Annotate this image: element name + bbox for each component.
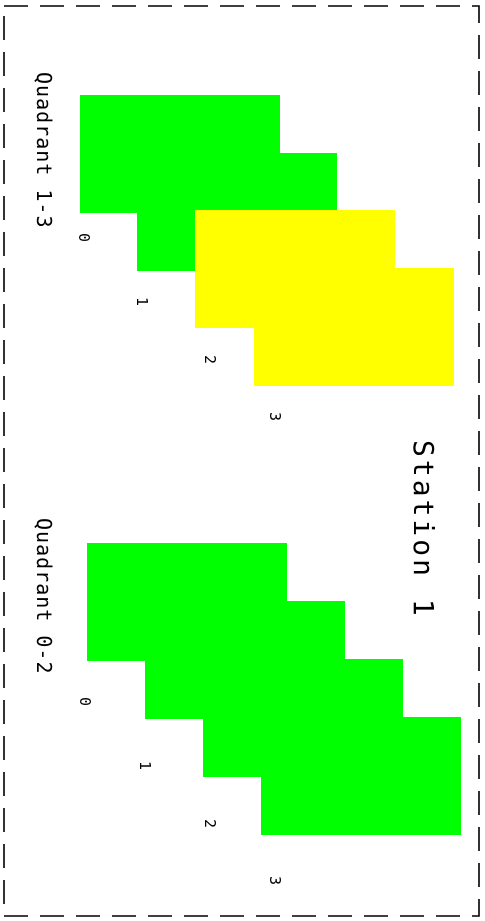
chamber-block-3: [254, 268, 454, 386]
chamber-index-label: 3: [266, 876, 284, 885]
chamber-block-3: [261, 717, 461, 835]
quadrant-group-0-2: Quadrant 0-2 0 1 2 3: [32, 518, 461, 885]
chamber-index-label: 0: [75, 233, 93, 242]
chamber-group: [80, 95, 454, 386]
chamber-index-label: 2: [201, 819, 219, 828]
quadrant-label: Quadrant 1-3: [32, 72, 56, 229]
chamber-group: [87, 543, 461, 835]
chamber-index-label: 2: [201, 355, 219, 364]
chamber-index-label: 1: [136, 761, 154, 770]
quadrant-group-1-3: Quadrant 1-3 0 1 2 3: [32, 72, 454, 421]
chamber-index-label: 0: [76, 697, 94, 706]
chamber-index-label: 3: [266, 412, 284, 421]
quadrant-label: Quadrant 0-2: [32, 518, 56, 675]
station-title: Station 1: [407, 440, 440, 619]
chamber-index-label: 1: [133, 297, 151, 306]
dashed-frame: [3, 5, 480, 917]
